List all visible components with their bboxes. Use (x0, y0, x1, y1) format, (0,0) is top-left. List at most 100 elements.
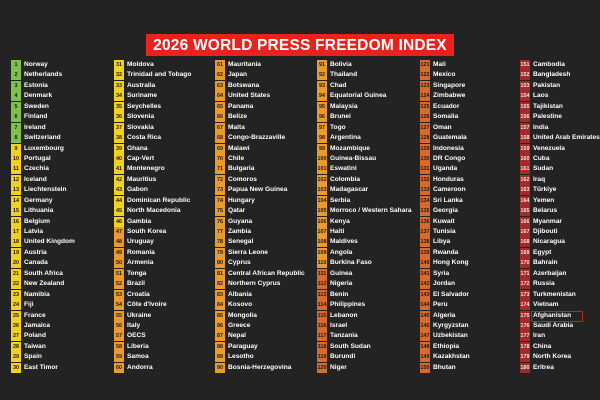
country-name: France (24, 311, 46, 319)
rank-row: 69 Malawi (215, 143, 315, 154)
country-name: United States (228, 92, 271, 100)
country-name: Saudi Arabia (533, 321, 574, 329)
country-name: Senegal (228, 238, 254, 246)
rank-number: 81 (215, 268, 225, 279)
rank-number: 40 (114, 153, 124, 164)
rank-row: 79 Sierra Leone (215, 247, 315, 258)
rank-number: 106 (317, 216, 327, 227)
country-name: Estonia (24, 81, 48, 89)
rank-row: 175 Afghanistan (520, 310, 600, 322)
rank-row: 16 Belgium (11, 216, 111, 227)
rank-number: 30 (11, 362, 21, 373)
country-name: East Timor (24, 363, 58, 371)
rank-row: 24 Fiji (11, 300, 111, 311)
country-name: Fiji (24, 301, 34, 309)
rank-column-5: 121 Mali 122 Mexico 123 Singapore 124 Zimbabwe 1… (420, 60, 520, 373)
rank-number: 1 (11, 60, 21, 70)
rank-number: 83 (215, 289, 225, 300)
country-name: Liberia (127, 342, 149, 350)
rank-row: 149 Kazakhstan (420, 352, 520, 363)
rank-row: 147 Uzbekistan (420, 331, 520, 342)
country-name: Brazil (127, 280, 145, 288)
country-name: Jamaica (24, 321, 51, 329)
rank-row: 46 Gambia (114, 216, 214, 227)
rank-row: 91 Bolivia (317, 60, 417, 70)
rank-row: 102 Colombia (317, 174, 417, 185)
rank-number: 17 (11, 227, 21, 237)
rank-row: 132 Honduras (420, 174, 520, 185)
rank-row: 142 Jordan (420, 279, 520, 290)
rank-number: 91 (317, 60, 327, 70)
country-name: North Macedonia (127, 207, 181, 215)
rank-number: 95 (317, 101, 327, 112)
rank-number: 94 (317, 91, 327, 102)
rank-number: 126 (420, 112, 430, 123)
rank-number: 54 (114, 300, 124, 311)
rank-row: 167 Djibouti (520, 227, 600, 237)
rank-number: 12 (11, 174, 21, 185)
rank-row: 151 Cambodia (520, 60, 600, 70)
rank-number: 172 (520, 279, 530, 290)
country-name: Tunisia (433, 228, 456, 235)
country-name: Belize (228, 113, 248, 121)
country-name: Northern Cyprus (228, 280, 281, 288)
country-name: Luxembourg (24, 144, 64, 152)
rank-number: 6 (11, 112, 21, 123)
rank-number: 120 (317, 362, 327, 373)
rank-number: 165 (520, 206, 530, 217)
rank-number: 144 (420, 300, 430, 311)
rank-number: 38 (114, 133, 124, 144)
country-name: Trinidad and Tobago (127, 71, 192, 79)
country-name: Japan (228, 71, 248, 79)
rank-number: 87 (215, 331, 225, 342)
rank-row: 154 Laos (520, 91, 600, 102)
rank-row: 37 Slovakia (114, 122, 214, 133)
rank-number: 171 (520, 268, 530, 279)
rank-number: 121 (420, 60, 430, 70)
rank-row: 100 Guinea-Bissau (317, 153, 417, 164)
rank-row: 65 Panama (215, 101, 315, 112)
rank-row: 99 Mozambique (317, 143, 417, 154)
rank-number: 59 (114, 352, 124, 363)
rank-row: 130 DR Congo (420, 153, 520, 164)
rank-row: 78 Senegal (215, 237, 315, 248)
rank-row: 56 Italy (114, 320, 214, 331)
rank-row: 75 Qatar (215, 206, 315, 217)
rank-row: 137 Tunisia (420, 227, 520, 237)
rank-row: 111 Guinea (317, 268, 417, 279)
rank-row: 31 Moldova (114, 60, 214, 70)
rank-row: 126 Somalia (420, 112, 520, 123)
country-name: Peru (433, 301, 448, 309)
country-name: Gambia (127, 217, 152, 225)
rank-number: 167 (520, 227, 530, 237)
rank-column-3: 61 Mauritania 62 Japan 63 Botswana 64 United St… (215, 60, 315, 373)
rank-row: 21 South Africa (11, 268, 111, 279)
rank-number: 55 (114, 310, 124, 321)
rank-number: 98 (317, 133, 327, 144)
country-name: Bulgaria (228, 165, 255, 173)
rank-row: 43 Gabon (114, 185, 214, 196)
rank-number: 133 (420, 185, 430, 196)
country-name: Switzerland (24, 134, 61, 142)
rank-number: 60 (114, 362, 124, 373)
rank-number: 48 (114, 237, 124, 248)
rank-number: 107 (317, 227, 327, 237)
highlight-box (531, 310, 583, 322)
rank-row: 87 Nepal (215, 331, 315, 342)
rank-row: 109 Angola (317, 247, 417, 258)
rank-row: 41 Montenegro (114, 164, 214, 175)
rank-row: 101 Eswatini (317, 164, 417, 175)
rank-row: 83 Albania (215, 289, 315, 300)
country-name: Serbia (330, 196, 351, 204)
rank-number: 178 (520, 341, 530, 352)
rank-row: 105 Morroco / Western Sahara (317, 206, 417, 217)
rank-number: 16 (11, 216, 21, 227)
rank-number: 161 (520, 164, 530, 175)
rank-row: 119 Burundi (317, 352, 417, 363)
rank-number: 127 (420, 122, 430, 133)
rank-row: 165 Belarus (520, 206, 600, 217)
country-name: Tanzania (330, 332, 358, 340)
rank-number: 64 (215, 91, 225, 102)
country-name: Norway (24, 61, 48, 68)
rank-number: 18 (11, 237, 21, 248)
